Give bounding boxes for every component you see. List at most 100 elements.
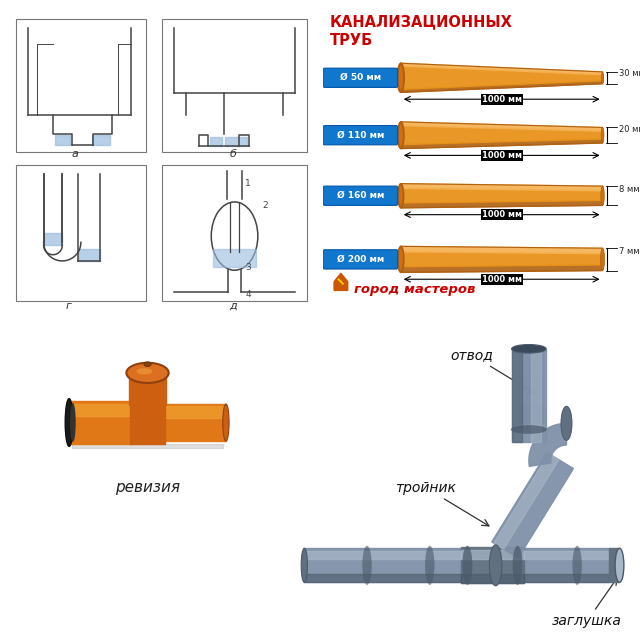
Ellipse shape — [136, 368, 152, 374]
Polygon shape — [163, 404, 226, 441]
Ellipse shape — [490, 545, 502, 586]
Text: 20 мм: 20 мм — [619, 125, 640, 134]
Ellipse shape — [397, 246, 404, 273]
Text: заглушка: заглушка — [552, 578, 622, 628]
Text: 2: 2 — [262, 201, 268, 210]
Text: Ø 200 мм: Ø 200 мм — [337, 255, 384, 264]
Ellipse shape — [398, 184, 404, 208]
Ellipse shape — [511, 425, 547, 434]
Polygon shape — [515, 404, 543, 423]
Text: 1000 мм: 1000 мм — [482, 275, 522, 284]
Ellipse shape — [397, 122, 404, 148]
Polygon shape — [334, 273, 348, 291]
Text: ревизия: ревизия — [115, 480, 180, 495]
Polygon shape — [92, 135, 110, 145]
Polygon shape — [129, 373, 166, 405]
Ellipse shape — [362, 546, 372, 585]
Polygon shape — [78, 248, 100, 261]
Polygon shape — [401, 139, 603, 148]
Text: г: г — [65, 301, 72, 311]
Text: а: а — [71, 149, 78, 159]
Ellipse shape — [572, 546, 582, 585]
Text: ТРУБ: ТРУБ — [330, 33, 372, 48]
Polygon shape — [401, 184, 603, 191]
Polygon shape — [305, 548, 461, 582]
Polygon shape — [461, 574, 524, 583]
Ellipse shape — [513, 546, 523, 585]
Polygon shape — [511, 349, 522, 442]
Ellipse shape — [561, 406, 572, 440]
Text: 8 мм: 8 мм — [619, 184, 639, 193]
Polygon shape — [401, 265, 603, 273]
Polygon shape — [305, 551, 461, 559]
Text: д: д — [229, 301, 237, 311]
Polygon shape — [69, 404, 132, 416]
Bar — [162, 19, 307, 152]
FancyBboxPatch shape — [323, 250, 397, 269]
Polygon shape — [401, 122, 603, 131]
Ellipse shape — [223, 404, 229, 441]
Ellipse shape — [399, 65, 403, 90]
Text: 1000 мм: 1000 мм — [482, 151, 522, 160]
Polygon shape — [54, 135, 70, 145]
Text: 4: 4 — [245, 290, 251, 299]
Text: Ø 160 мм: Ø 160 мм — [337, 191, 384, 200]
Text: 30 мм: 30 мм — [619, 69, 640, 78]
Text: б: б — [230, 149, 236, 159]
Polygon shape — [69, 401, 132, 444]
Polygon shape — [401, 188, 603, 203]
Polygon shape — [401, 246, 603, 254]
Ellipse shape — [462, 546, 472, 585]
Ellipse shape — [399, 124, 403, 147]
Ellipse shape — [301, 548, 307, 582]
Polygon shape — [163, 406, 226, 418]
Ellipse shape — [399, 248, 403, 271]
Bar — [162, 164, 307, 301]
Text: 3: 3 — [245, 263, 251, 272]
Polygon shape — [401, 252, 603, 267]
Polygon shape — [524, 548, 609, 582]
Polygon shape — [461, 550, 524, 559]
Polygon shape — [72, 444, 223, 448]
Text: тройник: тройник — [396, 481, 489, 526]
Text: 1000 мм: 1000 мм — [482, 95, 522, 104]
Ellipse shape — [511, 344, 546, 353]
Ellipse shape — [602, 72, 604, 84]
Polygon shape — [524, 574, 609, 582]
Ellipse shape — [65, 399, 73, 447]
Text: город мастеров: город мастеров — [355, 283, 476, 296]
Ellipse shape — [126, 363, 169, 383]
Ellipse shape — [601, 186, 604, 205]
Polygon shape — [461, 547, 524, 583]
Text: Ø 50 мм: Ø 50 мм — [340, 74, 381, 83]
Polygon shape — [531, 349, 541, 442]
Bar — [16, 19, 146, 152]
FancyBboxPatch shape — [323, 186, 397, 205]
Text: КАНАЛИЗАЦИОННЫХ: КАНАЛИЗАЦИОННЫХ — [330, 14, 512, 29]
Bar — [16, 164, 146, 301]
Ellipse shape — [615, 548, 624, 582]
Polygon shape — [529, 423, 566, 467]
Polygon shape — [210, 137, 222, 146]
Polygon shape — [511, 349, 546, 442]
Ellipse shape — [399, 186, 403, 206]
Polygon shape — [131, 401, 164, 444]
Polygon shape — [494, 454, 559, 549]
Ellipse shape — [600, 248, 605, 271]
Polygon shape — [401, 200, 603, 208]
Polygon shape — [515, 349, 543, 423]
Ellipse shape — [601, 127, 604, 143]
Text: 1: 1 — [245, 179, 251, 188]
FancyBboxPatch shape — [323, 125, 397, 145]
FancyBboxPatch shape — [323, 68, 397, 88]
Ellipse shape — [425, 546, 435, 585]
Text: Ø 110 мм: Ø 110 мм — [337, 131, 384, 140]
Polygon shape — [609, 548, 620, 582]
Polygon shape — [225, 137, 247, 146]
Polygon shape — [492, 452, 573, 558]
Ellipse shape — [397, 63, 404, 92]
Text: отвод: отвод — [451, 348, 534, 393]
Polygon shape — [44, 233, 62, 245]
Polygon shape — [401, 66, 603, 90]
Polygon shape — [401, 81, 603, 92]
